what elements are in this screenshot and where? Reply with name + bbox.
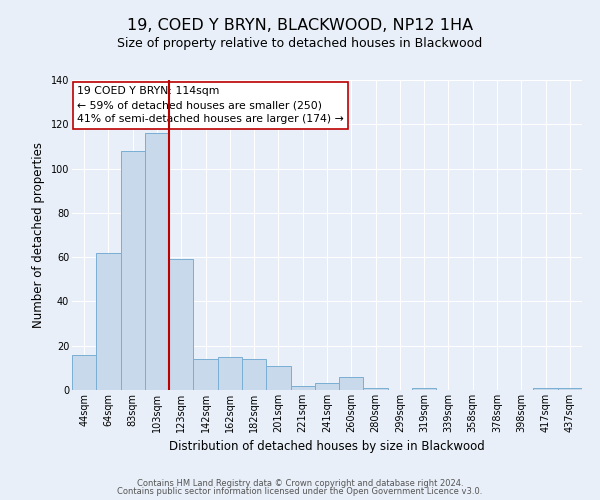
Bar — [558, 388, 582, 390]
Bar — [72, 354, 96, 390]
Text: Contains HM Land Registry data © Crown copyright and database right 2024.: Contains HM Land Registry data © Crown c… — [137, 478, 463, 488]
Bar — [242, 359, 266, 390]
Bar — [290, 386, 315, 390]
Bar — [96, 252, 121, 390]
Bar — [218, 357, 242, 390]
Text: Contains public sector information licensed under the Open Government Licence v3: Contains public sector information licen… — [118, 487, 482, 496]
Bar — [339, 376, 364, 390]
Bar — [145, 133, 169, 390]
Bar — [121, 151, 145, 390]
Bar — [412, 388, 436, 390]
Text: 19 COED Y BRYN: 114sqm
← 59% of detached houses are smaller (250)
41% of semi-de: 19 COED Y BRYN: 114sqm ← 59% of detached… — [77, 86, 344, 124]
Bar — [315, 384, 339, 390]
X-axis label: Distribution of detached houses by size in Blackwood: Distribution of detached houses by size … — [169, 440, 485, 454]
Bar — [193, 359, 218, 390]
Bar — [266, 366, 290, 390]
Text: 19, COED Y BRYN, BLACKWOOD, NP12 1HA: 19, COED Y BRYN, BLACKWOOD, NP12 1HA — [127, 18, 473, 32]
Bar — [169, 260, 193, 390]
Y-axis label: Number of detached properties: Number of detached properties — [32, 142, 45, 328]
Text: Size of property relative to detached houses in Blackwood: Size of property relative to detached ho… — [118, 38, 482, 51]
Bar — [364, 388, 388, 390]
Bar — [533, 388, 558, 390]
